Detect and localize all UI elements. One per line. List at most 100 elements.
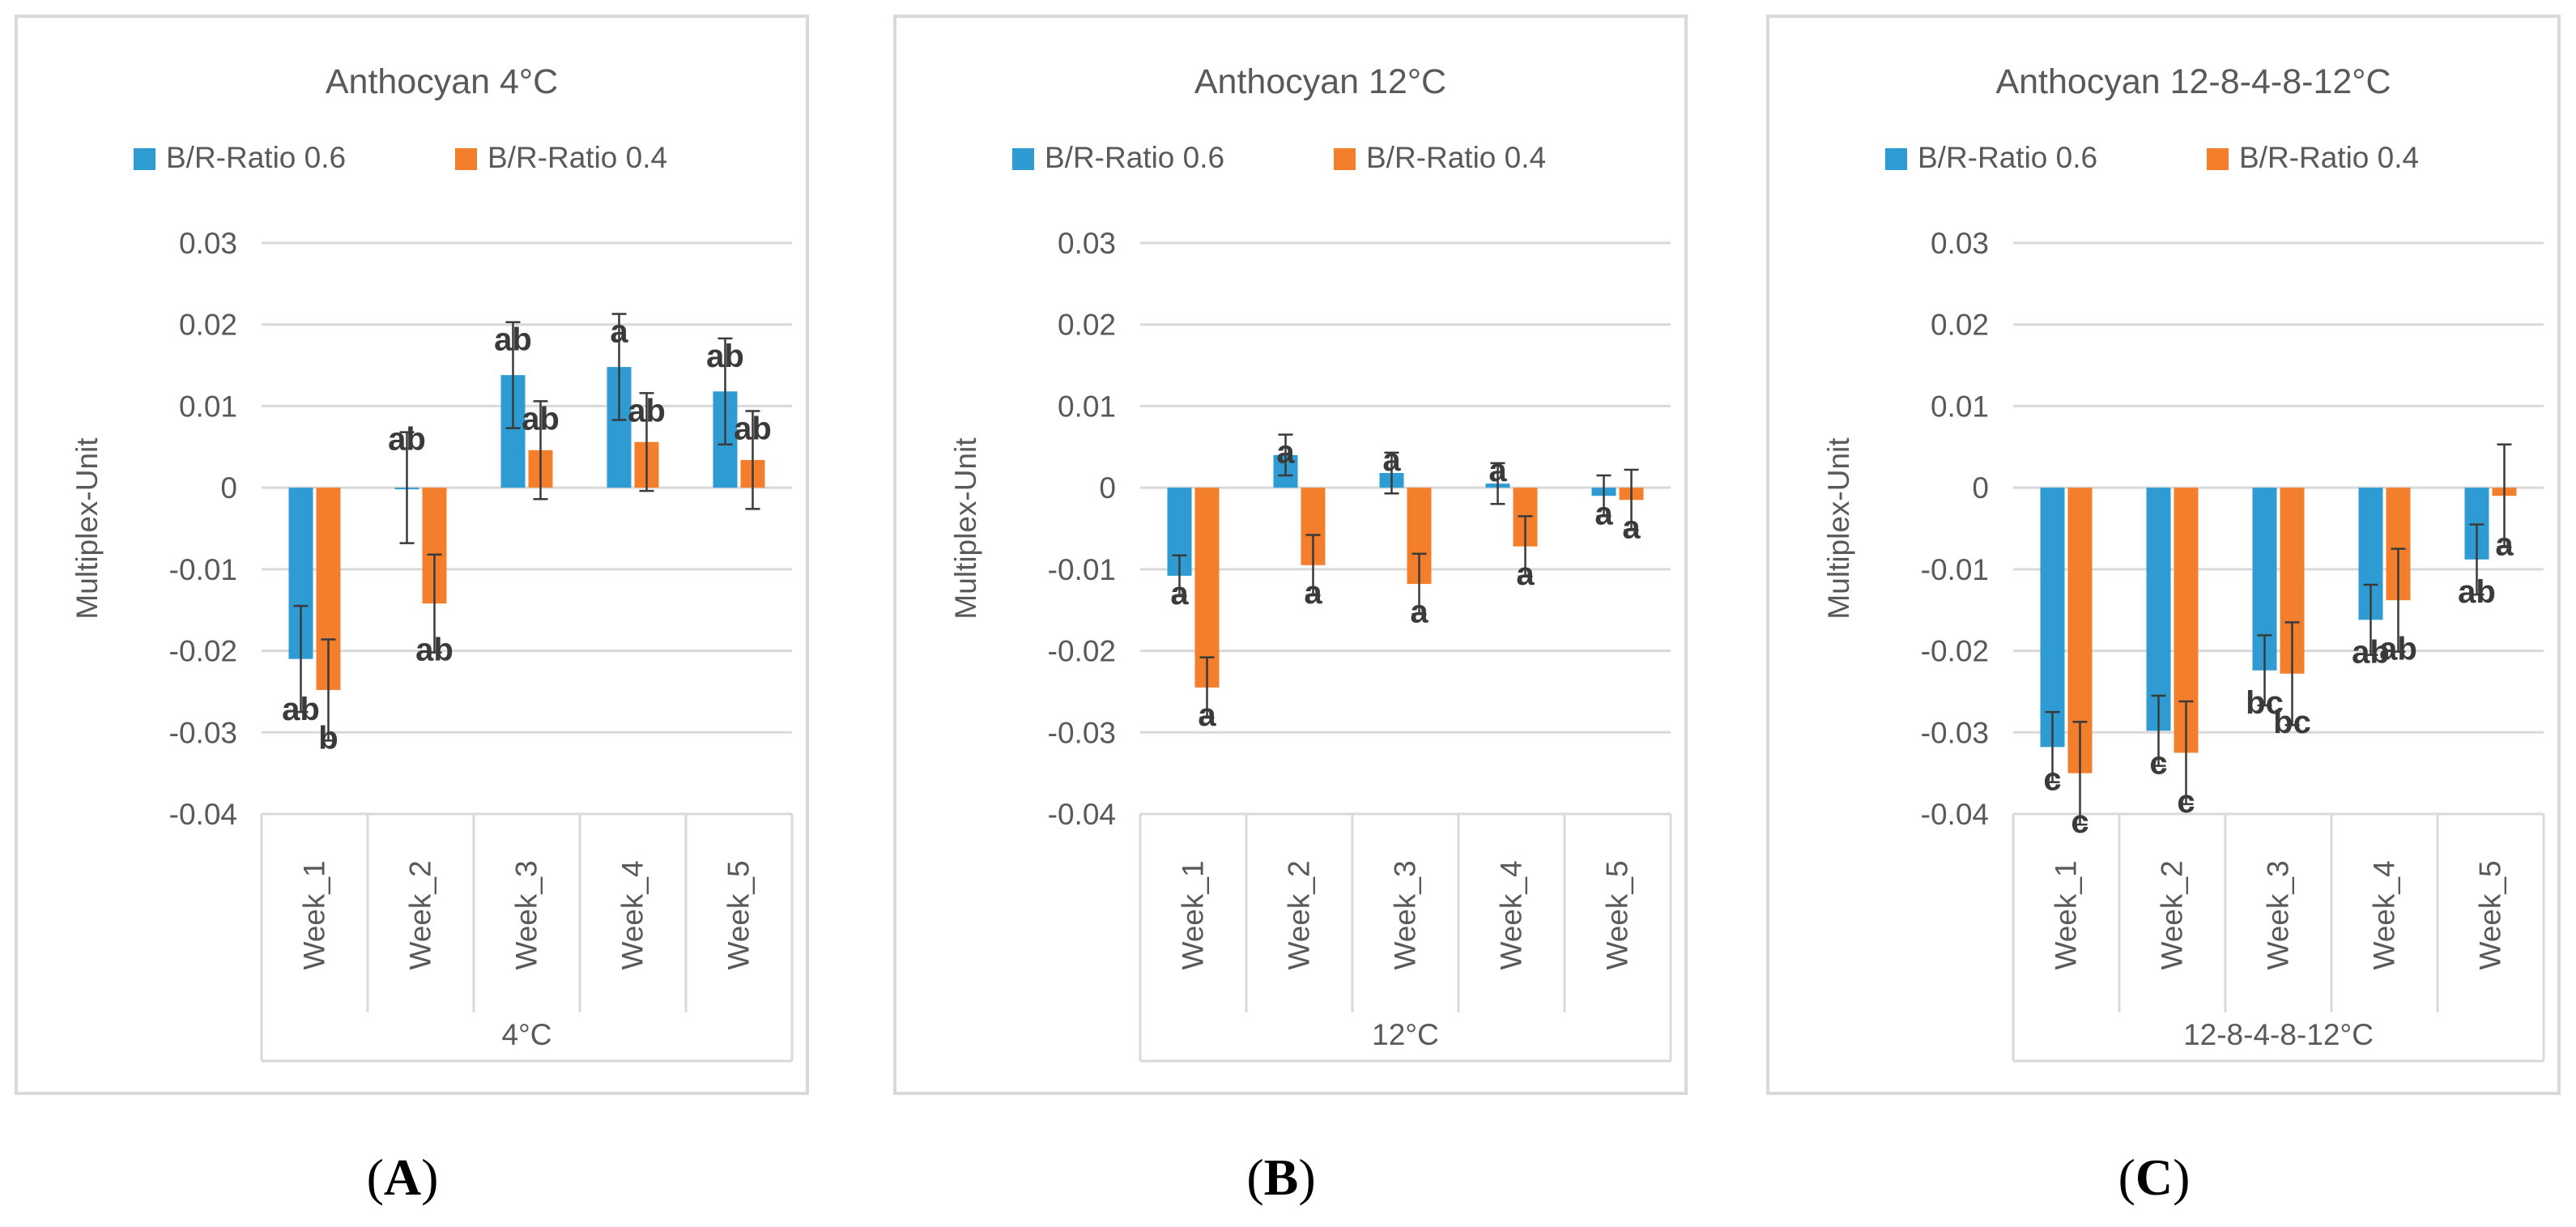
chart-title: Anthocyan 12°C [1194,62,1446,101]
x-tick-label: Week_2 [2156,860,2189,969]
significance-label: a [1382,442,1401,478]
x-tick-label: Week_1 [298,860,331,969]
significance-label: b [318,720,338,756]
legend-label-ratio-0-4: B/R-Ratio 0.4 [1366,141,1546,174]
x-tick-label: Week_4 [2368,860,2401,969]
x-tick-label: Week_1 [1177,860,1210,969]
panel-letter-paren-open: ( [1246,1148,1263,1206]
x-tick-label: Week_5 [1601,860,1634,969]
significance-label: ab [388,422,426,458]
chart-panel-a: Anthocyan 4°C B/R-Ratio 0.6 B/R-Ratio 0.4 0… [15,15,809,1206]
group-label: 4°C [501,1018,551,1051]
chart-panel-c: Anthocyan 12-8-4-8-12°C B/R-Ratio 0.6 B/R-… [1766,15,2561,1206]
significance-label: a [1304,575,1322,611]
chart-title: Anthocyan 12-8-4-8-12°C [1995,62,2391,101]
legend-label-ratio-0-6: B/R-Ratio 0.6 [166,141,346,174]
y-tick-label: -0.04 [169,798,237,831]
significance-label: c [2149,746,2167,782]
bar-ratio-0-6 [2146,488,2171,731]
y-tick-label: -0.02 [169,635,237,668]
significance-label: c [2177,784,2195,820]
y-tick-label: 0.01 [1931,390,1989,423]
legend-label-ratio-0-4: B/R-Ratio 0.4 [488,141,667,174]
significance-label: bc [2246,685,2284,721]
x-tick-label: Week_3 [2262,860,2295,969]
y-tick-label: 0.03 [1058,227,1116,260]
group-label: 12-8-4-8-12°C [2183,1018,2374,1051]
panel-letter-text: B [1264,1148,1299,1206]
y-tick-label: 0.02 [1058,309,1116,342]
panel-letter: (C) [2118,1148,2191,1206]
y-tick-label: -0.01 [1921,553,1989,586]
x-tick-label: Week_1 [2050,860,2083,969]
y-tick-label: 0 [220,471,237,505]
y-tick-label: -0.03 [1048,716,1116,749]
panel-letter-paren-close: ) [1298,1148,1315,1206]
panel-letter-text: A [384,1148,421,1206]
y-tick-label: 0 [1099,471,1116,505]
significance-label: ab [2352,635,2390,671]
y-tick-label: -0.04 [1048,798,1116,831]
legend-swatch-ratio-0-6 [134,148,155,170]
significance-label: ab [2458,574,2496,610]
significance-label: a [1595,496,1613,531]
y-axis-label: Multiplex-Unit [1822,437,1855,620]
y-tick-label: 0.01 [1058,390,1116,423]
significance-label: ab [628,393,666,428]
y-tick-label: -0.01 [1048,553,1116,586]
bar-ratio-0-6 [2040,488,2065,748]
y-tick-label: -0.02 [1921,635,1989,668]
legend-swatch-ratio-0-4 [1334,148,1356,170]
significance-label: ab [2379,632,2417,667]
y-tick-label: -0.01 [169,553,237,586]
x-tick-label: Week_2 [1283,860,1316,969]
y-tick-label: 0.03 [179,227,237,260]
panel-letter-paren-open: ( [367,1148,384,1206]
y-axis-label: Multiplex-Unit [949,437,982,620]
panel-letter: (A) [367,1148,439,1206]
panel-letter-paren-close: ) [2173,1148,2190,1206]
y-tick-label: 0.02 [179,309,237,342]
significance-label: a [1516,556,1535,592]
significance-label: ab [282,692,320,727]
significance-label: a [1170,576,1189,611]
significance-label: a [2495,527,2514,563]
legend-label-ratio-0-4: B/R-Ratio 0.4 [2239,141,2419,174]
y-tick-label: 0 [1972,471,1989,505]
y-axis-label: Multiplex-Unit [70,437,104,620]
legend-swatch-ratio-0-4 [2207,148,2229,170]
x-tick-label: Week_3 [1389,860,1422,969]
legend-swatch-ratio-0-4 [455,148,477,170]
x-tick-label: Week_5 [722,860,756,969]
y-tick-label: 0.03 [1931,227,1989,260]
significance-label: a [1488,453,1507,488]
group-label: 12°C [1372,1018,1439,1051]
significance-label: ab [415,633,453,668]
significance-label: c [2071,804,2088,840]
legend-swatch-ratio-0-6 [1012,148,1034,170]
y-tick-label: 0.02 [1931,309,1989,342]
significance-label: c [2043,762,2061,798]
y-tick-label: -0.03 [169,716,237,749]
chart-panel-b: Anthocyan 12°C B/R-Ratio 0.6 B/R-Ratio 0.4… [893,15,1688,1206]
y-tick-label: -0.02 [1048,635,1116,668]
significance-label: a [610,314,628,350]
x-tick-label: Week_2 [404,860,437,969]
x-tick-label: Week_4 [616,860,649,969]
y-tick-label: -0.03 [1921,716,1989,749]
panel-border [15,15,809,1095]
legend-label-ratio-0-6: B/R-Ratio 0.6 [1918,141,2097,174]
panel-border [893,15,1688,1095]
significance-label: a [1276,435,1295,471]
significance-label: a [1622,510,1641,546]
y-tick-label: 0.01 [179,390,237,423]
chart-title: Anthocyan 4°C [326,62,558,101]
significance-label: ab [734,411,772,446]
x-tick-label: Week_3 [510,860,543,969]
significance-label: a [1198,697,1216,733]
significance-label: ab [522,401,560,437]
x-tick-label: Week_4 [1495,860,1528,969]
bar-ratio-0-4 [1194,488,1220,688]
panel-letter-paren-open: ( [2118,1148,2135,1206]
